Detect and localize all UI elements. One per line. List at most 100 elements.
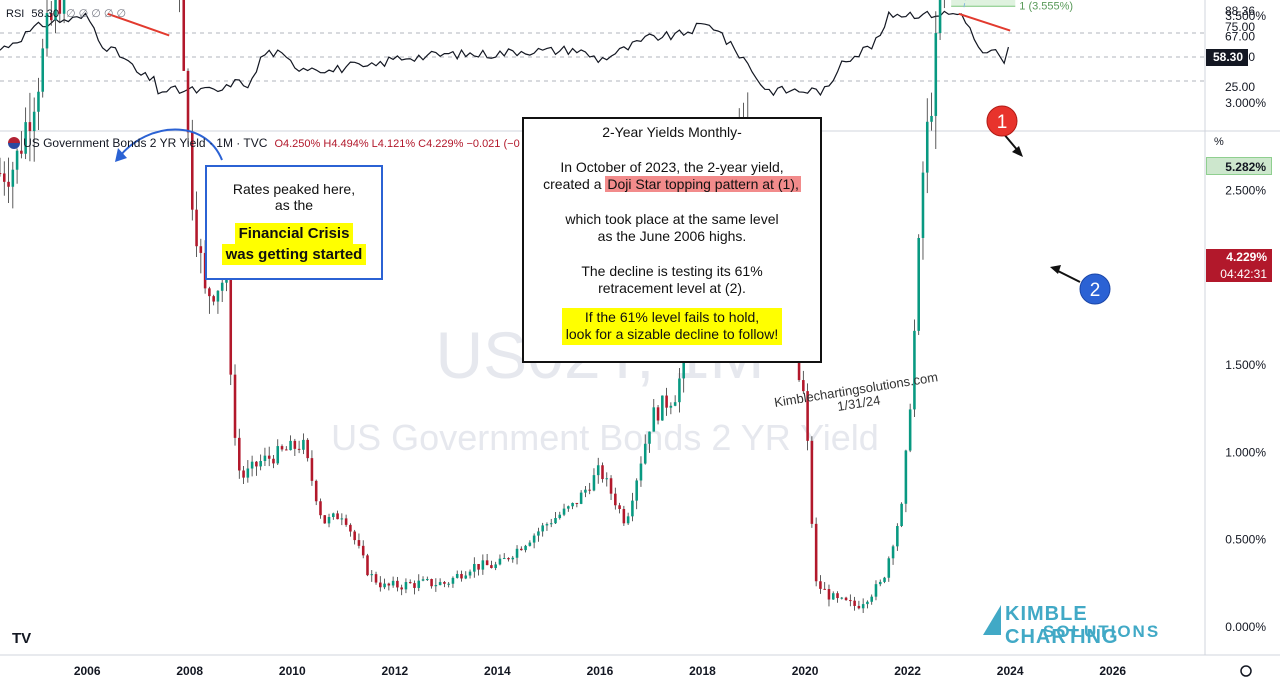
candle: [361, 540, 365, 559]
candle: [473, 557, 476, 578]
candle: [344, 514, 348, 527]
rsi-tick-label: 67.00: [1225, 30, 1255, 44]
candle-body: [665, 395, 668, 408]
candle: [374, 571, 378, 585]
candle-body: [827, 589, 831, 600]
candle: [588, 482, 591, 495]
candle: [802, 370, 805, 394]
candle-body: [930, 115, 933, 122]
candle-body: [255, 461, 258, 467]
candle: [592, 468, 596, 492]
candle-body: [216, 290, 220, 302]
candle: [498, 554, 502, 566]
price-tick-label: 0.000%: [1225, 620, 1266, 634]
candle: [900, 502, 903, 528]
candle-body: [896, 526, 899, 547]
candle-body: [635, 480, 638, 501]
fib-zone-lower: [951, 0, 1016, 7]
candle-body: [661, 395, 664, 421]
candle: [507, 557, 510, 562]
candle: [857, 600, 861, 610]
candle-body: [622, 509, 626, 524]
candle-body: [259, 460, 262, 467]
candle: [515, 545, 519, 565]
candle: [575, 502, 579, 508]
candle-body: [605, 478, 609, 480]
candle: [212, 294, 215, 306]
candle-body: [225, 279, 228, 283]
candle: [438, 578, 442, 586]
candle-body: [558, 514, 562, 519]
candle-body: [272, 458, 275, 464]
candle: [631, 492, 634, 522]
main-highlight-block: If the 61% level fails to hold, look for…: [561, 307, 783, 345]
candle: [336, 510, 339, 520]
candle-body: [413, 583, 416, 588]
candle: [267, 446, 271, 467]
candle: [814, 517, 818, 587]
candle-body: [481, 560, 485, 570]
settings-gear-icon[interactable]: [1240, 665, 1252, 677]
candle-body: [438, 582, 442, 586]
candle-body: [601, 465, 604, 480]
rsi-legend[interactable]: RSI 58.30 ∅ ∅ ∅ ∅ ∅: [6, 7, 126, 20]
candle: [0, 157, 2, 177]
candle-body: [810, 440, 814, 524]
candle-body: [49, 12, 53, 21]
candle: [233, 364, 237, 446]
candle: [41, 38, 45, 98]
candle-body: [361, 545, 365, 556]
unit-label: %: [1214, 136, 1224, 148]
candle-body: [631, 500, 634, 517]
candle-body: [54, 0, 57, 21]
candle-body: [673, 402, 677, 406]
candle-body: [874, 584, 878, 597]
candle: [571, 502, 574, 510]
candle-body: [870, 596, 873, 602]
candle-body: [904, 450, 908, 504]
candle: [502, 553, 506, 560]
candle-body: [643, 443, 647, 464]
candle: [11, 161, 15, 209]
candle-body: [451, 577, 455, 584]
candle: [49, 1, 53, 26]
candle-body: [41, 48, 45, 92]
candle: [622, 505, 626, 526]
candle: [259, 454, 262, 471]
candle: [293, 438, 297, 456]
candle-body: [883, 577, 886, 582]
candle-body: [823, 588, 826, 590]
candle: [537, 527, 540, 542]
candle: [639, 456, 643, 487]
candle-body: [229, 279, 233, 375]
candle-body: [648, 431, 651, 444]
candle: [528, 540, 532, 547]
candle-body: [246, 468, 250, 478]
candle: [896, 523, 899, 551]
candle: [554, 511, 557, 524]
candle: [874, 580, 878, 601]
candle-body: [900, 503, 903, 527]
candle: [861, 598, 865, 613]
candle-body: [669, 405, 673, 408]
candle: [216, 290, 220, 314]
marker1-arrowhead: [1012, 146, 1023, 157]
candle: [601, 462, 604, 483]
candle-body: [866, 601, 869, 605]
price-tick-label: 2.500%: [1225, 184, 1266, 198]
candle: [823, 582, 826, 590]
candle: [280, 444, 284, 452]
candle: [302, 433, 305, 455]
candle: [810, 436, 814, 528]
candle: [844, 596, 848, 601]
symbol-legend[interactable]: US Government Bonds 2 YR Yield · 1M · TV…: [8, 136, 520, 150]
candle: [549, 518, 553, 528]
candle-body: [831, 593, 835, 600]
candle: [917, 234, 920, 336]
candle-body: [609, 478, 613, 494]
symbol-title: US Government Bonds 2 YR Yield · 1M · TV…: [23, 136, 268, 150]
peak-arrow: [119, 128, 223, 161]
countdown-badge: 04:42:31: [1206, 266, 1272, 282]
candle-body: [327, 516, 331, 524]
candle-body: [302, 439, 305, 450]
